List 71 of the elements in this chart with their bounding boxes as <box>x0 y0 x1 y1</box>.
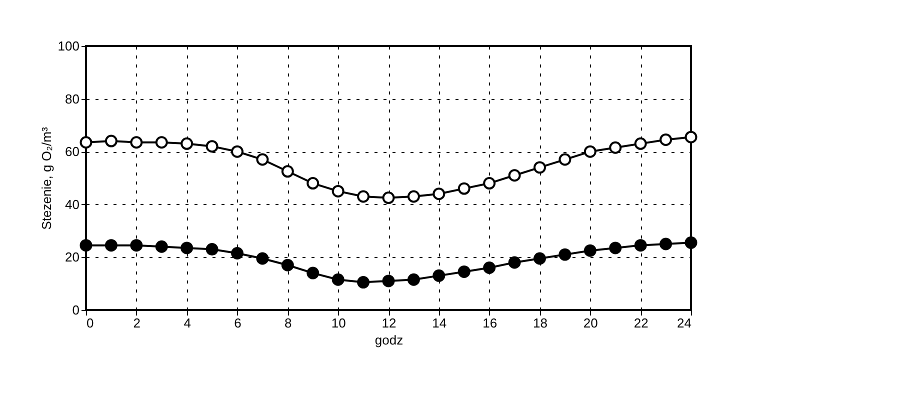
x-tick-label: 0 <box>86 316 94 330</box>
point <box>306 177 320 190</box>
point <box>281 258 294 272</box>
point <box>382 274 395 288</box>
x-tick-label: 4 <box>184 316 191 330</box>
point <box>231 145 244 158</box>
point <box>206 140 218 153</box>
point <box>508 256 521 269</box>
point <box>684 130 698 144</box>
x-tick-label: 10 <box>331 316 346 330</box>
x-tick-label: 20 <box>583 316 598 330</box>
point <box>407 273 420 286</box>
point <box>155 240 168 253</box>
point <box>609 141 622 154</box>
point <box>660 133 672 146</box>
point <box>256 153 269 166</box>
point <box>155 136 168 149</box>
point <box>558 248 572 261</box>
point <box>432 188 446 200</box>
point <box>80 136 92 149</box>
point <box>634 239 647 252</box>
x-tick-label: 16 <box>482 316 498 330</box>
point <box>206 243 218 256</box>
point <box>458 265 470 278</box>
point <box>382 192 395 204</box>
point <box>180 242 194 254</box>
point <box>684 236 698 249</box>
point <box>584 145 596 158</box>
point <box>432 269 446 282</box>
point <box>508 169 521 182</box>
point <box>80 239 92 252</box>
x-tick-label: 22 <box>634 316 648 330</box>
y-tick-label: 100 <box>58 38 80 54</box>
point <box>130 136 143 149</box>
y-tick-label: 80 <box>65 91 80 106</box>
point <box>306 266 320 280</box>
point <box>104 134 118 148</box>
point <box>357 190 370 203</box>
point <box>584 244 596 257</box>
y-tick-label: 60 <box>65 144 80 160</box>
point <box>130 239 143 252</box>
x-axis-title: godz <box>374 332 404 348</box>
point <box>332 184 344 198</box>
y-tick-label: 40 <box>65 196 80 212</box>
point <box>483 262 496 274</box>
point <box>558 153 572 166</box>
point <box>609 242 622 254</box>
point <box>534 252 546 265</box>
x-tick-label: 18 <box>533 316 548 330</box>
point <box>634 137 647 150</box>
x-tick-label: 6 <box>234 316 242 330</box>
point <box>104 239 118 252</box>
y-tick-label: 0 <box>72 302 80 318</box>
point <box>256 252 269 265</box>
point <box>534 161 546 174</box>
x-tick-label: 8 <box>284 316 292 330</box>
point <box>660 238 672 250</box>
x-tick-label: 12 <box>382 316 396 330</box>
point <box>458 182 470 195</box>
x-tick-label: 2 <box>133 316 141 330</box>
point <box>357 276 370 289</box>
point <box>281 165 294 178</box>
y-tick-label: 20 <box>65 250 80 265</box>
point <box>407 190 420 203</box>
point <box>231 247 244 260</box>
point <box>180 137 194 150</box>
y-axis-title: Stezenie, g O₂/m³ <box>38 126 54 230</box>
point <box>483 177 496 190</box>
x-tick-label: 14 <box>432 316 447 330</box>
x-tick-label: 24 <box>677 316 692 330</box>
point <box>332 273 344 286</box>
